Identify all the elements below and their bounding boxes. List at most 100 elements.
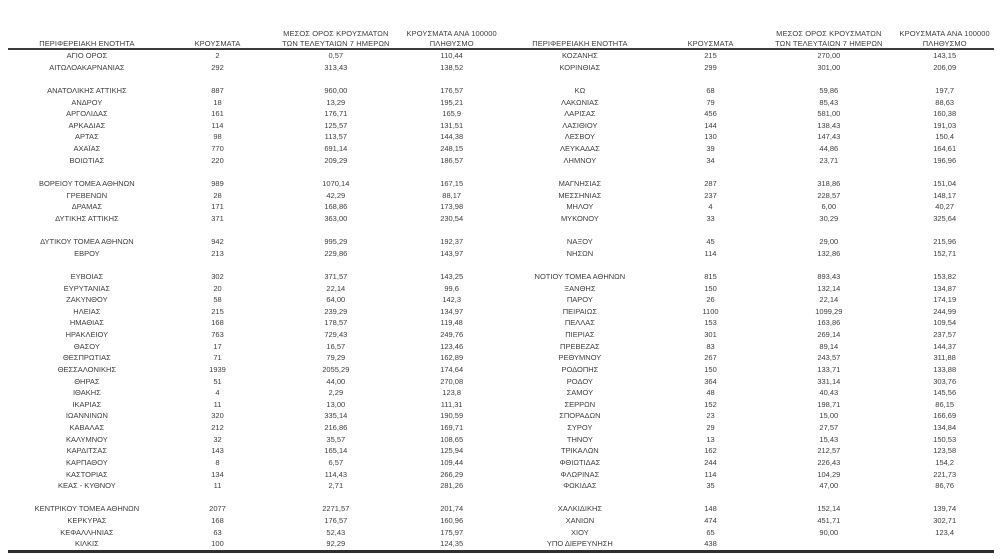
value-cell: 32 xyxy=(213,434,222,444)
value-cell xyxy=(166,492,270,504)
value-cell: 456 xyxy=(704,109,717,119)
value-cell: 17 xyxy=(213,341,222,351)
value-cell: 52,43 xyxy=(326,527,346,537)
value-cell: 88,63 xyxy=(935,97,955,107)
value-cell: 197,7 xyxy=(935,85,955,95)
region-cell: ΖΑΚΥΝΘΟΥ xyxy=(66,295,108,305)
value-cell: 89,14 xyxy=(819,341,839,351)
table-row: ΡΕΘΥΜΝΟΥ 267 243,57 311,88 xyxy=(501,352,994,364)
value-cell: 133,88 xyxy=(933,364,957,374)
value-cell: 13 xyxy=(706,434,715,444)
table-row: ΚΙΛΚΙΣ 100 92,29 124,35 xyxy=(8,538,501,550)
region-cell: ΝΑΞΟΥ xyxy=(566,237,593,246)
region-cell: ΠΙΕΡΙΑΣ xyxy=(565,330,595,339)
value-cell: 960,00 xyxy=(324,85,348,95)
value-cell: 196,96 xyxy=(933,155,957,165)
value-cell: 11 xyxy=(213,399,222,409)
value-cell: 138,52 xyxy=(440,62,464,72)
value-cell xyxy=(762,73,895,85)
table-header-left: ΠΕΡΙΦΕΡΕΙΑΚΗ ΕΝΟΤΗΤΑ ΚΡΟΥΣΜΑΤΑ ΜΕΣΟΣ ΟΡΟ… xyxy=(8,26,501,50)
value-cell: 123,8 xyxy=(442,388,462,398)
region-cell: ΚΑΛΥΜΝΟΥ xyxy=(66,434,108,444)
value-cell: 160,38 xyxy=(933,109,957,119)
value-cell: 114 xyxy=(211,120,224,130)
region-cell: ΠΕΛΛΑΣ xyxy=(564,318,595,328)
value-cell: 166,69 xyxy=(933,411,957,421)
table-row: ΜΗΛΟΥ 4 6,00 40,27 xyxy=(501,201,994,213)
table-row: ΘΕΣΣΑΛΟΝΙΚΗΣ 1939 2055,29 174,64 xyxy=(8,364,501,376)
value-cell: 239,29 xyxy=(324,306,348,316)
value-cell: 301 xyxy=(704,330,717,339)
value-cell: 59,86 xyxy=(819,85,839,95)
value-cell: 299 xyxy=(704,62,717,72)
value-cell: 190,59 xyxy=(440,411,464,421)
header-cases: ΚΡΟΥΣΜΑΤΑ xyxy=(166,26,270,48)
region-cell: ΚΑΡΠΑΘΟΥ xyxy=(66,457,108,467)
value-cell: 215 xyxy=(211,306,224,316)
value-cell: 1070,14 xyxy=(322,178,350,188)
region-cell: ΑΙΤΩΛΟΑΚΑΡΝΑΝΙΑΣ xyxy=(49,62,125,72)
value-cell: 51 xyxy=(213,376,222,386)
value-cell: 142,3 xyxy=(442,295,462,305)
value-cell: 311,88 xyxy=(933,353,956,363)
value-cell xyxy=(762,492,895,504)
region-cell: ΔΥΤΙΚΗΣ ΑΤΤΙΚΗΣ xyxy=(55,213,119,223)
value-cell: 213 xyxy=(211,248,224,258)
value-cell: 267 xyxy=(704,353,717,363)
value-cell: 186,57 xyxy=(440,155,464,165)
value-cell xyxy=(269,492,402,504)
region-cell: ΜΥΚΟΝΟΥ xyxy=(560,213,599,223)
value-cell: 85,43 xyxy=(819,97,839,107)
region-cell: ΗΛΕΙΑΣ xyxy=(73,306,101,316)
value-cell: 371,57 xyxy=(324,271,348,281)
region-cell: ΕΥΒΟΙΑΣ xyxy=(70,271,104,281)
value-cell xyxy=(895,492,994,504)
region-cell: ΜΑΓΝΗΣΙΑΣ xyxy=(558,178,602,188)
table-row: ΜΥΚΟΝΟΥ 33 30,29 325,64 xyxy=(501,213,994,225)
value-cell: 29 xyxy=(706,423,715,432)
value-cell: 125,94 xyxy=(440,446,464,456)
value-cell: 2077 xyxy=(209,504,226,514)
table-row: ΚΑΡΔΙΤΣΑΣ 143 165,14 125,94 xyxy=(8,445,501,457)
value-cell: 29,00 xyxy=(819,237,839,246)
value-cell: 989 xyxy=(211,178,224,188)
region-cell: ΙΘΑΚΗΣ xyxy=(72,388,101,398)
value-cell: 119,48 xyxy=(440,318,463,328)
table-row: ΙΩΑΝΝΙΝΩΝ 320 335,14 190,59 xyxy=(8,410,501,422)
value-cell: 893,43 xyxy=(817,271,841,281)
region-cell: ΤΗΝΟΥ xyxy=(566,434,593,444)
region-cell: ΛΗΜΝΟΥ xyxy=(563,155,597,165)
value-cell: 99,6 xyxy=(444,283,459,293)
value-cell: 132,86 xyxy=(817,248,841,258)
value-cell: 27,57 xyxy=(819,423,839,432)
header-per100k: ΚΡΟΥΣΜΑΤΑ ΑΝΑ 100000 ΠΛΗΘΥΣΜΟ xyxy=(402,26,501,48)
value-cell: 2,71 xyxy=(328,481,344,491)
value-cell: 13,00 xyxy=(326,399,346,409)
table-row: ΔΥΤΙΚΗΣ ΑΤΤΙΚΗΣ 371 363,00 230,54 xyxy=(8,213,501,225)
value-cell: 139,74 xyxy=(933,504,957,514)
header-cases-label: ΚΡΟΥΣΜΑΤΑ xyxy=(194,38,241,48)
region-cell: ΝΗΣΩΝ xyxy=(566,248,594,258)
region-cell: ΘΑΣΟΥ xyxy=(73,341,100,351)
value-cell: 320 xyxy=(211,411,224,421)
value-cell: 143 xyxy=(211,446,224,456)
value-cell: 168 xyxy=(211,516,224,525)
region-cell: ΑΝΑΤΟΛΙΚΗΣ ΑΤΤΙΚΗΣ xyxy=(47,85,127,95)
region-cell: ΝΟΤΙΟΥ ΤΟΜΕΑ ΑΘΗΝΩΝ xyxy=(534,271,626,281)
value-cell xyxy=(762,166,895,178)
table-row: ΜΑΓΝΗΣΙΑΣ 287 318,86 151,04 xyxy=(501,178,994,190)
value-cell xyxy=(166,224,270,236)
value-cell: 318,86 xyxy=(817,178,841,188)
table-row: ΧΑΝΙΩΝ 474 451,71 302,71 xyxy=(501,515,994,527)
region-cell: ΠΡΕΒΕΖΑΣ xyxy=(560,341,600,351)
table-row: ΛΕΥΚΑΔΑΣ 39 44,86 164,61 xyxy=(501,143,994,155)
value-cell: 114 xyxy=(704,248,717,258)
value-cell xyxy=(762,259,895,271)
value-cell: 216,86 xyxy=(324,423,348,432)
value-cell: 176,71 xyxy=(324,109,348,119)
table-row: ΙΘΑΚΗΣ 4 2,29 123,8 xyxy=(8,387,501,399)
table-row: ΒΟΙΩΤΙΑΣ 220 209,29 186,57 xyxy=(8,155,501,167)
value-cell: 335,14 xyxy=(324,411,348,421)
value-cell: 152,14 xyxy=(817,504,841,514)
region-cell: ΑΡΤΑΣ xyxy=(75,132,99,142)
